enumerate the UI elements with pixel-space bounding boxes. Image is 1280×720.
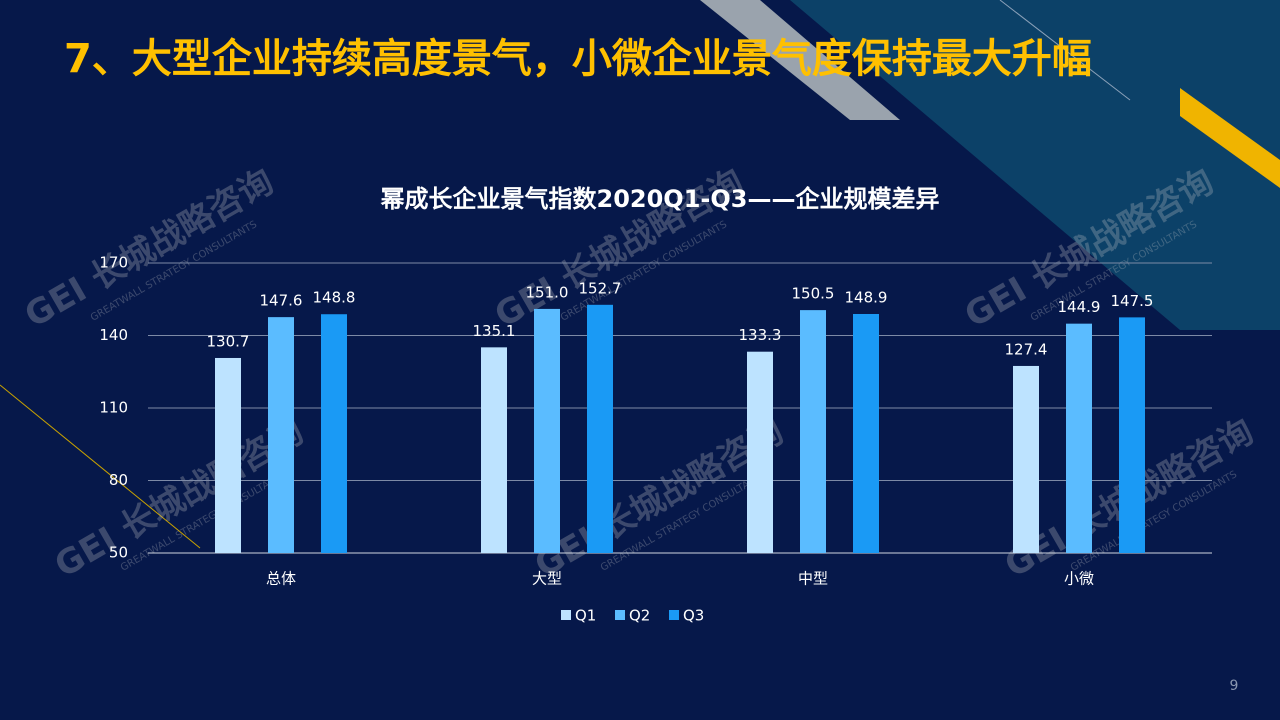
watermark-logo: GEI 长城战略咨询 bbox=[18, 161, 280, 335]
slide-title: 7、大型企业持续高度景气，小微企业景气度保持最大升幅 bbox=[64, 36, 1092, 82]
data-label: 151.0 bbox=[526, 283, 569, 301]
decor-line bbox=[999, 0, 1131, 101]
decor-band bbox=[790, 0, 1280, 330]
data-label: 133.3 bbox=[739, 326, 782, 344]
page-number: 9 bbox=[1230, 678, 1239, 694]
data-label: 147.5 bbox=[1111, 292, 1154, 310]
data-label: 135.1 bbox=[473, 322, 516, 340]
bar bbox=[321, 314, 347, 553]
bar bbox=[1119, 317, 1145, 553]
chart-title: 幂成长企业景气指数2020Q1-Q3——企业规模差异 bbox=[381, 185, 940, 213]
decor-line bbox=[0, 384, 201, 549]
data-label: 152.7 bbox=[579, 279, 622, 297]
y-tick-label: 170 bbox=[99, 254, 128, 272]
bar bbox=[268, 317, 294, 553]
x-tick-label: 总体 bbox=[266, 570, 296, 588]
data-label: 144.9 bbox=[1058, 298, 1101, 316]
legend-label: Q1 bbox=[575, 607, 596, 625]
y-tick-label: 110 bbox=[99, 399, 128, 417]
bar bbox=[800, 310, 826, 553]
bar bbox=[747, 351, 773, 553]
legend-label: Q3 bbox=[683, 607, 704, 625]
data-label: 150.5 bbox=[792, 285, 835, 303]
bar bbox=[1066, 323, 1092, 553]
x-tick-label: 大型 bbox=[532, 570, 562, 588]
y-tick-label: 140 bbox=[99, 326, 128, 344]
legend-swatch bbox=[669, 610, 679, 620]
data-label: 130.7 bbox=[207, 332, 250, 350]
bar bbox=[587, 304, 613, 553]
y-tick-label: 80 bbox=[109, 471, 128, 489]
data-label: 147.6 bbox=[260, 292, 303, 310]
legend-swatch bbox=[561, 610, 571, 620]
x-tick-label: 小微 bbox=[1064, 570, 1094, 588]
data-label: 127.4 bbox=[1005, 340, 1048, 358]
data-label: 148.8 bbox=[313, 289, 356, 307]
legend-swatch bbox=[615, 610, 625, 620]
x-tick-label: 中型 bbox=[798, 570, 828, 588]
bar bbox=[853, 313, 879, 553]
bar bbox=[1013, 365, 1039, 553]
legend-label: Q2 bbox=[629, 607, 650, 625]
bar bbox=[481, 347, 507, 553]
bar bbox=[215, 357, 241, 553]
decor-yellow bbox=[1180, 88, 1280, 188]
y-tick-label: 50 bbox=[109, 544, 128, 562]
data-label: 148.9 bbox=[845, 288, 888, 306]
bar bbox=[534, 308, 560, 553]
decor-stripe bbox=[700, 0, 900, 120]
